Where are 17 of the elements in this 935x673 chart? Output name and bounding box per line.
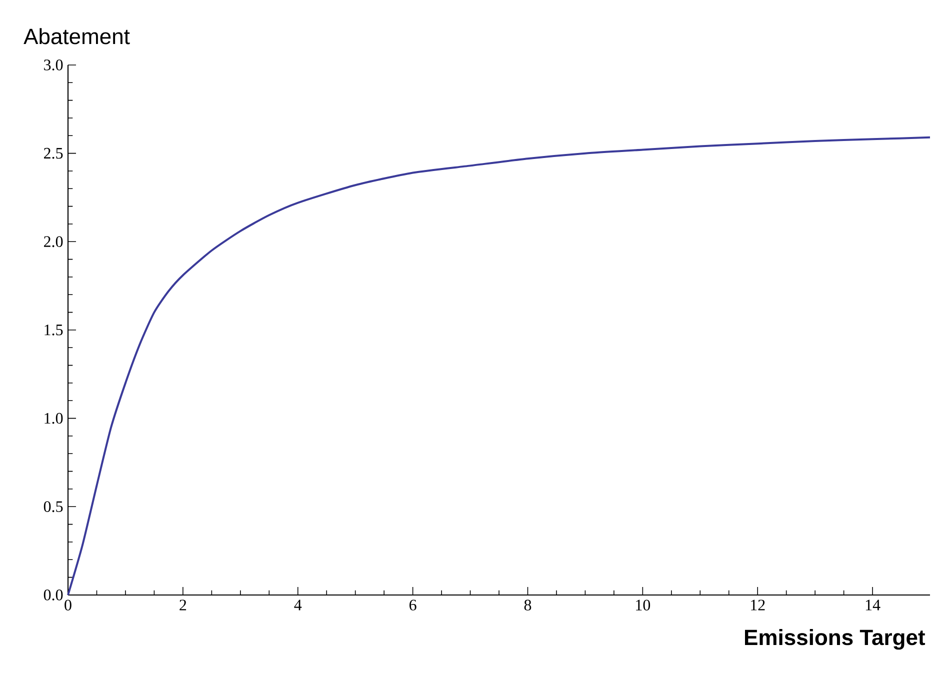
x-tick-label: 14 xyxy=(866,600,880,610)
x-tick-label: 6 xyxy=(409,600,416,610)
y-tick-label: 0.5 xyxy=(44,501,63,512)
x-tick-label: 4 xyxy=(294,600,302,610)
y-tick-label: 0.0 xyxy=(44,590,63,600)
y-axis-title: Abatement xyxy=(24,28,130,44)
x-tick-label: 2 xyxy=(180,600,186,610)
y-tick-label: 3.0 xyxy=(44,60,63,70)
x-tick-label: 10 xyxy=(636,600,650,610)
y-tick-label: 1.5 xyxy=(44,324,63,336)
y-tick-label: 1.0 xyxy=(44,412,63,424)
x-tick-label: 12 xyxy=(751,600,765,610)
x-axis-title: Emissions Target xyxy=(745,629,926,650)
x-tick-label: 0 xyxy=(64,600,72,610)
y-tick-label: 2.5 xyxy=(44,148,63,159)
y-tick-label: 2.0 xyxy=(44,236,63,248)
x-tick-label: 8 xyxy=(524,600,532,610)
